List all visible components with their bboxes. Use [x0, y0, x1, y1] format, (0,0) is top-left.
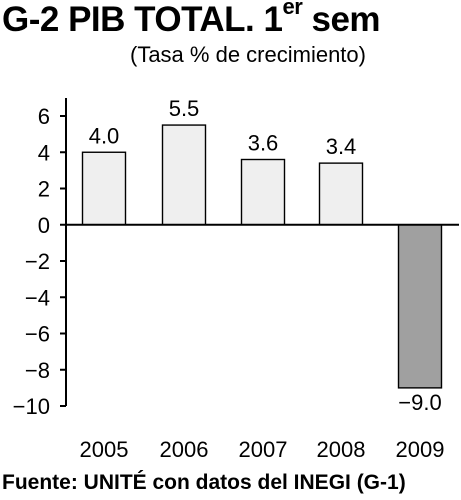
data-label-2005: 4.0: [89, 123, 120, 148]
source-note: Fuente: UNITÉ con datos del INEGI (G-1): [2, 470, 406, 496]
y-tick-label: −8: [25, 358, 50, 383]
y-tick-label: −10: [13, 394, 50, 419]
data-label-2008: 3.4: [326, 134, 357, 159]
y-tick-label: −6: [25, 322, 50, 347]
y-tick-label: 4: [38, 140, 50, 165]
bar-2008: [320, 163, 363, 225]
y-tick-label: 2: [38, 177, 50, 202]
x-tick-label-2008: 2008: [317, 437, 366, 462]
x-tick-label-2009: 2009: [396, 437, 445, 462]
y-tick-label: 0: [38, 213, 50, 238]
bar-2006: [163, 125, 206, 225]
data-label-2007: 3.6: [248, 131, 279, 156]
y-tick-label: −4: [25, 285, 50, 310]
data-label-2006: 5.5: [169, 96, 200, 121]
x-tick-label-2006: 2006: [160, 437, 209, 462]
bar-chart: 6 4 2 0 −2 −4 −6 −8 −10 4.0 5.5 3.6 3.4 −9.0 2005 2006 2…: [0, 0, 461, 470]
x-tick-label-2007: 2007: [239, 437, 288, 462]
x-tick-label-2005: 2005: [80, 437, 129, 462]
y-tick-label: −2: [25, 249, 50, 274]
data-label-2009: −9.0: [398, 390, 441, 415]
bar-2007: [242, 160, 285, 225]
y-tick-label: 6: [38, 104, 50, 129]
bar-2009: [399, 225, 442, 388]
bar-2005: [83, 152, 126, 225]
